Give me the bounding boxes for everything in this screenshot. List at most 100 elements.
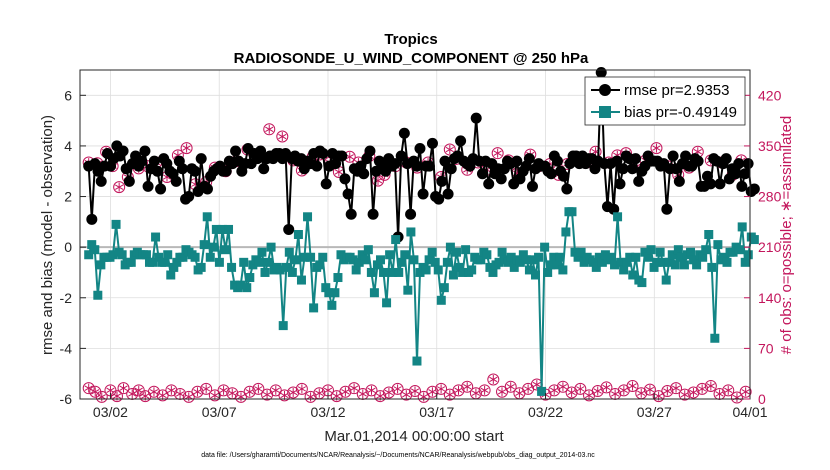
obs-count-point-low [739, 385, 752, 398]
bias-point [336, 250, 346, 260]
obs-count-point [276, 130, 289, 143]
obs-possible-marker [365, 384, 378, 397]
obs-possible-marker [574, 382, 587, 395]
bias-point [372, 260, 382, 270]
bias-point [649, 262, 659, 272]
obs-count-point-low [200, 382, 213, 395]
obs-count-point-low [191, 385, 204, 398]
obs-possible-marker [435, 382, 448, 395]
rmse-point [439, 155, 451, 167]
bias-point [385, 250, 395, 260]
obs-assimilated-marker [367, 387, 376, 394]
rmse-point [258, 163, 270, 175]
bias-point [631, 252, 641, 262]
rmse-point [176, 163, 188, 175]
obs-count-point-low [670, 382, 683, 395]
bias-point [84, 250, 94, 260]
obs-assimilated-marker [558, 384, 568, 390]
rmse-point [364, 145, 376, 157]
legend-rmse-label: rmse pr=2.9353 [624, 82, 729, 99]
obs-assimilated-marker [182, 145, 191, 151]
obs-assimilated-marker [210, 392, 220, 399]
bias-point [169, 262, 179, 272]
obs-count-point-low [426, 385, 439, 398]
obs-assimilated-marker [341, 389, 350, 395]
obs-possible-marker [426, 385, 439, 398]
rmse-point [561, 183, 573, 195]
obs-assimilated-marker [84, 385, 93, 391]
bias-point [430, 257, 440, 267]
obs-assimilated-marker [393, 386, 402, 392]
obs-count-point-low [478, 384, 491, 397]
obs-assimilated-marker [158, 392, 167, 399]
rmse-point [189, 165, 201, 177]
bias-point [412, 356, 422, 366]
obs-assimilated-marker [334, 169, 344, 175]
bias-point [679, 260, 689, 270]
bias-point [166, 270, 176, 280]
bias-point [518, 250, 528, 260]
bias-point [567, 207, 577, 217]
bias-point [740, 257, 750, 267]
x-tick-label: 03/07 [202, 404, 237, 420]
bias-point [704, 230, 714, 239]
bias-point [354, 257, 364, 267]
bias-point [287, 267, 297, 277]
rmse-point [720, 153, 732, 165]
bias-point [394, 267, 404, 277]
obs-assimilated-marker [445, 146, 454, 153]
bias-point [570, 247, 580, 257]
rmse-point [117, 145, 129, 157]
bias-point [613, 212, 623, 222]
rmse-point [283, 223, 295, 235]
bias-point [619, 265, 629, 275]
bias-point [406, 227, 416, 237]
obs-assimilated-marker [202, 386, 211, 392]
bias-point [719, 252, 729, 262]
bias-point [436, 295, 446, 305]
legend-box [584, 76, 746, 126]
bias-point [93, 290, 103, 300]
rmse-point [748, 183, 760, 195]
rmse-point [442, 188, 454, 200]
bias-point [427, 247, 437, 257]
obs-assimilated-marker [106, 387, 115, 394]
obs-possible-marker [400, 388, 413, 401]
bias-point [296, 275, 306, 285]
obs-assimilated-marker [175, 391, 185, 397]
bias-point [163, 250, 173, 260]
bias-point [190, 252, 200, 262]
obs-possible-marker [626, 379, 639, 392]
y-right-tick-label: 70 [758, 340, 774, 356]
rmse-point [445, 163, 457, 175]
obs-assimilated-marker [724, 387, 733, 394]
rmse-point [367, 208, 379, 220]
obs-possible-marker [191, 385, 204, 398]
rmse-series [83, 67, 760, 243]
rmse-point [736, 180, 748, 192]
obs-assimilated-marker [228, 390, 237, 396]
obs-assimilated-marker [236, 394, 246, 400]
rmse-point [389, 158, 401, 170]
bias-point [421, 265, 431, 275]
obs-count-point-low [174, 387, 187, 400]
obs-possible-marker [722, 384, 735, 397]
obs-possible-marker [704, 379, 717, 392]
obs-assimilated-marker [245, 389, 254, 395]
obs-count-point [491, 147, 504, 160]
chart-title: Tropics [384, 31, 437, 48]
bias-point [333, 273, 343, 283]
y-right-tick-label: 140 [758, 290, 782, 306]
obs-assimilated-marker [610, 391, 620, 397]
bias-point [713, 240, 723, 250]
obs-count-point-low [696, 382, 709, 395]
y-left-tick-label: 6 [64, 87, 72, 103]
rmse-point [595, 67, 607, 79]
rmse-point [170, 175, 182, 187]
obs-assimilated-marker [493, 150, 502, 156]
y-left-axis-label: rmse and bias (model - observation) [39, 115, 56, 355]
obs-possible-marker [348, 382, 361, 395]
bias-point [318, 252, 328, 262]
obs-assimilated-marker [332, 393, 341, 399]
rmse-point [342, 188, 354, 200]
